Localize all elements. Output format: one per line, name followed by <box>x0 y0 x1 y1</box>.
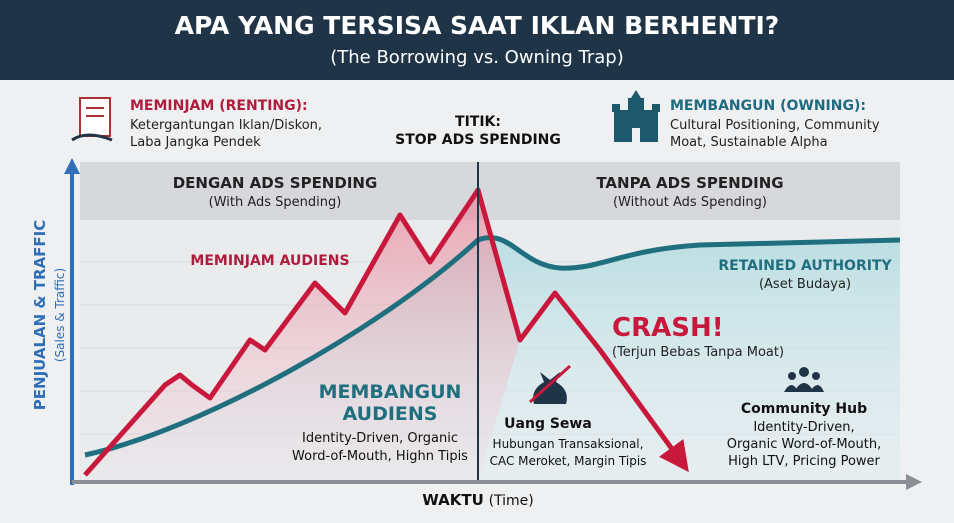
crash-subtitle: (Terjun Bebas Tanpa Moat) <box>612 345 784 360</box>
build-line: Word-of-Mouth, Highn Tipis <box>292 449 468 464</box>
right-line: Cultural Positioning, Community <box>670 118 880 133</box>
crash-title: CRASH! <box>612 313 724 343</box>
band-subtitle: (Without Ads Spending) <box>613 195 767 210</box>
borrow-label: MEMINJAM AUDIENS <box>190 253 349 269</box>
renting-line <box>83 187 689 477</box>
hub-line: High LTV, Pricing Power <box>728 454 880 469</box>
right-heading: MEMBANGUN (OWNING): <box>670 98 866 114</box>
x-axis-label: WAKTU (Time) <box>422 491 534 509</box>
subtitle: (The Borrowing vs. Owning Trap) <box>330 47 624 68</box>
hub-line: Identity-Driven, <box>753 420 854 435</box>
y-axis-arrow <box>64 158 80 174</box>
rent-line: Hubungan Transaksional, <box>493 437 644 451</box>
x-axis-arrow <box>906 474 922 490</box>
stop-label: TITIK: <box>455 114 501 130</box>
build-title: AUDIENS <box>343 403 438 425</box>
renting-area <box>85 190 520 480</box>
band-title: TANPA ADS SPENDING <box>596 174 783 192</box>
document-icon <box>71 97 113 142</box>
rent-title: Uang Sewa <box>504 416 592 432</box>
y-axis-label: PENJUALAN & TRAFFIC <box>31 220 49 410</box>
money-bag-icon <box>528 364 572 404</box>
rent-line: CAC Meroket, Margin Tipis <box>490 454 647 468</box>
build-line: Identity-Driven, Organic <box>302 431 458 446</box>
hub-line: Organic Word-of-Mouth, <box>727 437 881 452</box>
left-heading: MEMINJAM (RENTING): <box>130 98 308 114</box>
x-axis-title: WAKTU <box>422 491 484 509</box>
stop-label: STOP ADS SPENDING <box>395 132 561 148</box>
hub-title: Community Hub <box>741 401 867 417</box>
x-axis-subtitle: (Time) <box>489 493 534 509</box>
left-line: Laba Jangka Pendek <box>130 135 261 150</box>
right-line: Moat, Sustainable Alpha <box>670 135 828 150</box>
title: APA YANG TERSISA SAAT IKLAN BERHENTI? <box>175 11 780 40</box>
people-icon <box>784 367 824 392</box>
band-subtitle: (With Ads Spending) <box>209 195 342 210</box>
retained-subtitle: (Aset Budaya) <box>759 277 851 292</box>
left-line: Ketergantungan Iklan/Diskon, <box>130 118 322 133</box>
title-bar <box>0 0 954 80</box>
castle-icon <box>612 90 660 142</box>
y-axis-sublabel: (Sales & Traffic) <box>53 268 67 362</box>
build-title: MEMBANGUN <box>319 381 462 403</box>
retained-title: RETAINED AUTHORITY <box>718 258 892 274</box>
band <box>80 162 900 220</box>
band-title: DENGAN ADS SPENDING <box>173 174 378 192</box>
